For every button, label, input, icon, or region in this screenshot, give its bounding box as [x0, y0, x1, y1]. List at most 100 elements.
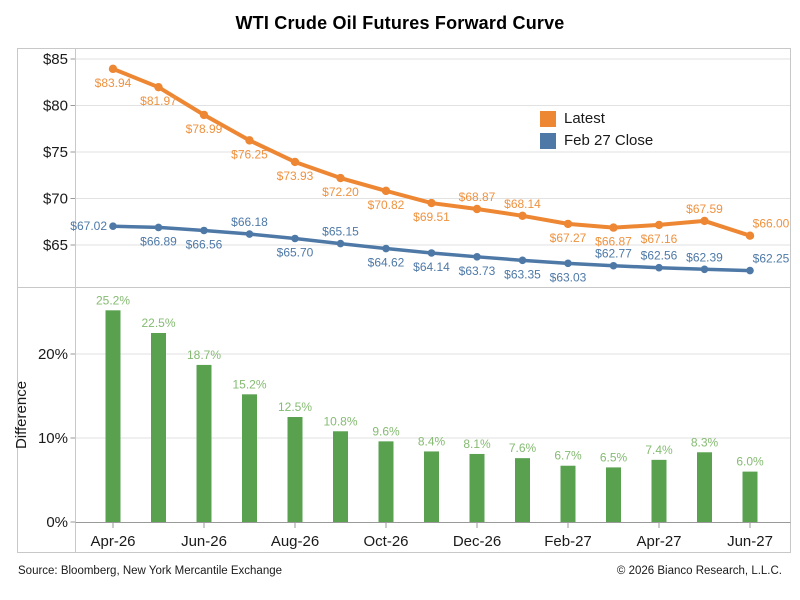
- point-value-label: $67.27: [550, 231, 587, 245]
- point-value-label: $62.77: [595, 247, 632, 261]
- point-value-label: $64.14: [413, 260, 450, 274]
- latest-swatch-icon: [540, 110, 556, 127]
- point-value-label: $67.16: [641, 232, 678, 246]
- top-y-tick-label: $70: [43, 191, 68, 208]
- bar-value-label: 9.6%: [372, 424, 400, 438]
- legend-item-latest: Latest: [540, 110, 653, 127]
- data-point: [745, 231, 755, 240]
- point-value-label: $78.99: [186, 122, 223, 136]
- x-tick-label: Oct-26: [363, 533, 408, 550]
- point-value-label: $62.56: [641, 249, 678, 263]
- difference-bar: [515, 458, 530, 522]
- data-point: [609, 261, 618, 270]
- point-value-label: $67.02: [70, 219, 107, 233]
- difference-bar: [105, 310, 121, 522]
- point-value-label: $73.93: [277, 169, 314, 183]
- x-tick-label: Jun-26: [181, 533, 227, 550]
- data-point: [291, 234, 299, 243]
- data-point: [154, 223, 163, 232]
- point-value-label: $70.82: [368, 198, 405, 212]
- bar-value-label: 7.4%: [645, 443, 673, 457]
- top-y-tick-label: $75: [43, 144, 68, 161]
- difference-bar: [151, 333, 166, 522]
- point-value-label: $66.00: [753, 217, 790, 231]
- data-point: [518, 211, 527, 220]
- x-tick-label: Aug-26: [271, 533, 319, 550]
- point-value-label: $63.35: [504, 267, 541, 281]
- copyright-note: © 2026 Bianco Research, L.L.C.: [616, 565, 782, 577]
- bar-value-label: 8.4%: [418, 434, 446, 448]
- bar-value-label: 18.7%: [187, 348, 221, 362]
- point-value-label: $65.15: [322, 225, 359, 239]
- data-point: [654, 220, 664, 230]
- difference-bar: [651, 459, 667, 522]
- bottom-y-tick-label: 20%: [38, 346, 68, 363]
- data-point: [700, 265, 709, 274]
- difference-bar: [560, 465, 576, 522]
- data-point: [108, 64, 118, 74]
- bar-value-label: 12.5%: [278, 400, 312, 414]
- point-value-label: $66.56: [186, 237, 223, 251]
- data-point: [746, 266, 754, 275]
- point-value-label: $69.51: [413, 210, 450, 224]
- x-tick-label: Apr-27: [636, 533, 681, 550]
- point-value-label: $63.03: [550, 270, 587, 284]
- data-point: [427, 249, 436, 257]
- data-point: [473, 253, 481, 261]
- difference-bar: [242, 394, 257, 522]
- point-value-label: $62.39: [686, 250, 723, 264]
- difference-bar: [424, 451, 439, 522]
- point-value-label: $66.89: [140, 234, 177, 248]
- data-point: [290, 157, 300, 167]
- bar-value-label: 25.2%: [96, 293, 130, 307]
- difference-bar: [697, 452, 712, 522]
- point-value-label: $76.25: [231, 147, 268, 161]
- point-value-label: $62.25: [753, 252, 790, 266]
- bar-value-label: 7.6%: [509, 441, 537, 455]
- x-tick-label: Jun-27: [727, 533, 773, 550]
- feb27-close-swatch-icon: [540, 132, 556, 149]
- difference-bar: [196, 364, 212, 522]
- x-tick-label: Dec-26: [453, 533, 501, 550]
- data-point: [563, 219, 573, 229]
- legend-label-latest: Latest: [564, 110, 605, 127]
- bar-value-label: 6.5%: [600, 450, 628, 464]
- legend-item-feb27-close: Feb 27 Close: [540, 132, 653, 149]
- difference-bar: [606, 467, 621, 522]
- bottom-y-tick-label: 0%: [46, 514, 68, 531]
- data-point: [655, 263, 663, 272]
- top-y-tick-label: $80: [43, 98, 68, 115]
- difference-bar: [742, 471, 758, 522]
- bar-value-label: 10.8%: [323, 414, 357, 428]
- chart-footer: Source: Bloomberg, New York Mercantile E…: [18, 565, 782, 577]
- point-value-label: $83.94: [95, 76, 132, 90]
- point-value-label: $64.62: [368, 256, 405, 270]
- data-point: [427, 198, 436, 208]
- legend-label-feb27-close: Feb 27 Close: [564, 132, 654, 149]
- point-value-label: $68.14: [504, 197, 541, 211]
- legend: Latest Feb 27 Close: [540, 110, 653, 149]
- data-point: [336, 239, 345, 248]
- data-point: [700, 216, 709, 226]
- x-tick-label: Feb-27: [544, 533, 592, 550]
- x-tick-label: Apr-26: [90, 533, 135, 550]
- point-value-label: $66.87: [595, 235, 632, 249]
- bar-value-label: 8.3%: [691, 435, 719, 449]
- difference-axis-label: Difference: [13, 381, 30, 449]
- data-point: [154, 82, 163, 92]
- data-point: [518, 256, 527, 265]
- difference-bar: [378, 441, 394, 522]
- data-point: [382, 244, 390, 253]
- data-point: [609, 223, 618, 232]
- point-value-label: $65.70: [277, 245, 314, 259]
- data-point: [109, 222, 117, 231]
- point-value-label: $81.97: [140, 94, 177, 108]
- bar-value-label: 6.0%: [736, 455, 764, 469]
- source-note: Source: Bloomberg, New York Mercantile E…: [18, 565, 283, 577]
- data-point: [200, 226, 208, 235]
- top-y-tick-label: $65: [43, 237, 68, 254]
- data-point: [199, 110, 209, 120]
- data-point: [381, 186, 391, 196]
